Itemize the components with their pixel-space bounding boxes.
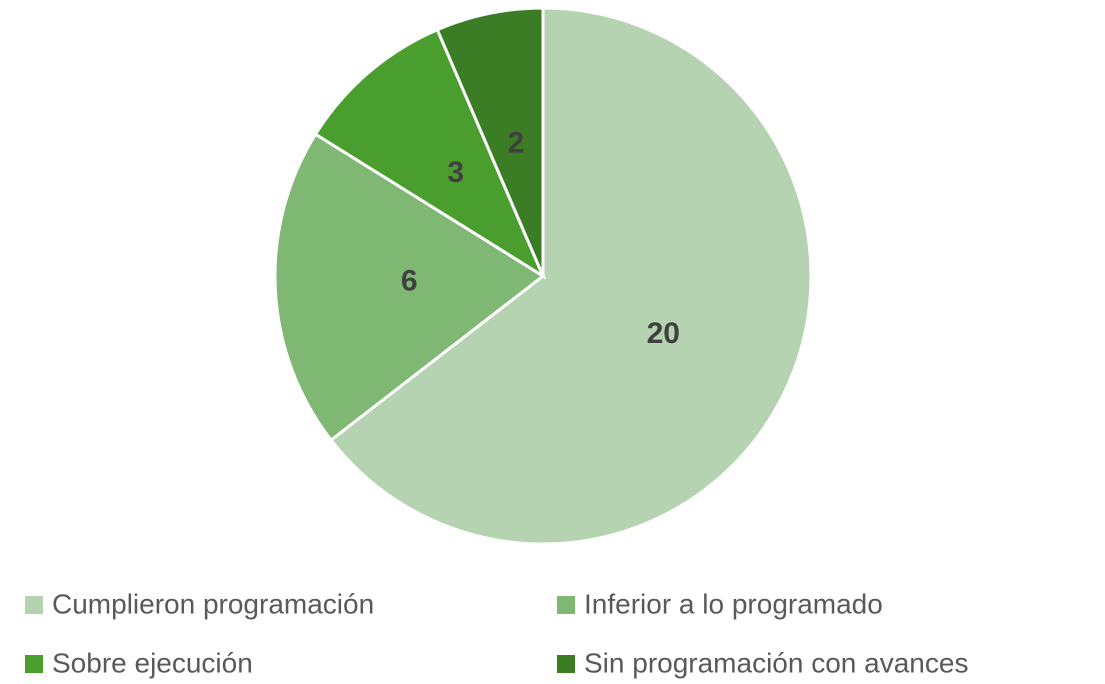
pie-slice [273,132,546,443]
legend-label: Sobre ejecución [52,647,253,678]
legend-swatch [557,596,575,614]
legend-swatch [25,655,43,673]
data-label: 3 [447,156,464,189]
data-label: 6 [401,265,418,298]
pie-slice [328,6,813,546]
legend-swatch [557,655,575,673]
legend-label: Cumplieron programación [52,588,374,619]
pie-slice [435,6,545,277]
data-label: 2 [508,127,525,160]
legend-swatch [25,596,43,614]
legend-label: Sin programación con avances [584,647,968,678]
legend-label: Inferior a lo programado [584,588,883,619]
data-label: 20 [647,317,680,350]
pie-slice [313,27,547,280]
